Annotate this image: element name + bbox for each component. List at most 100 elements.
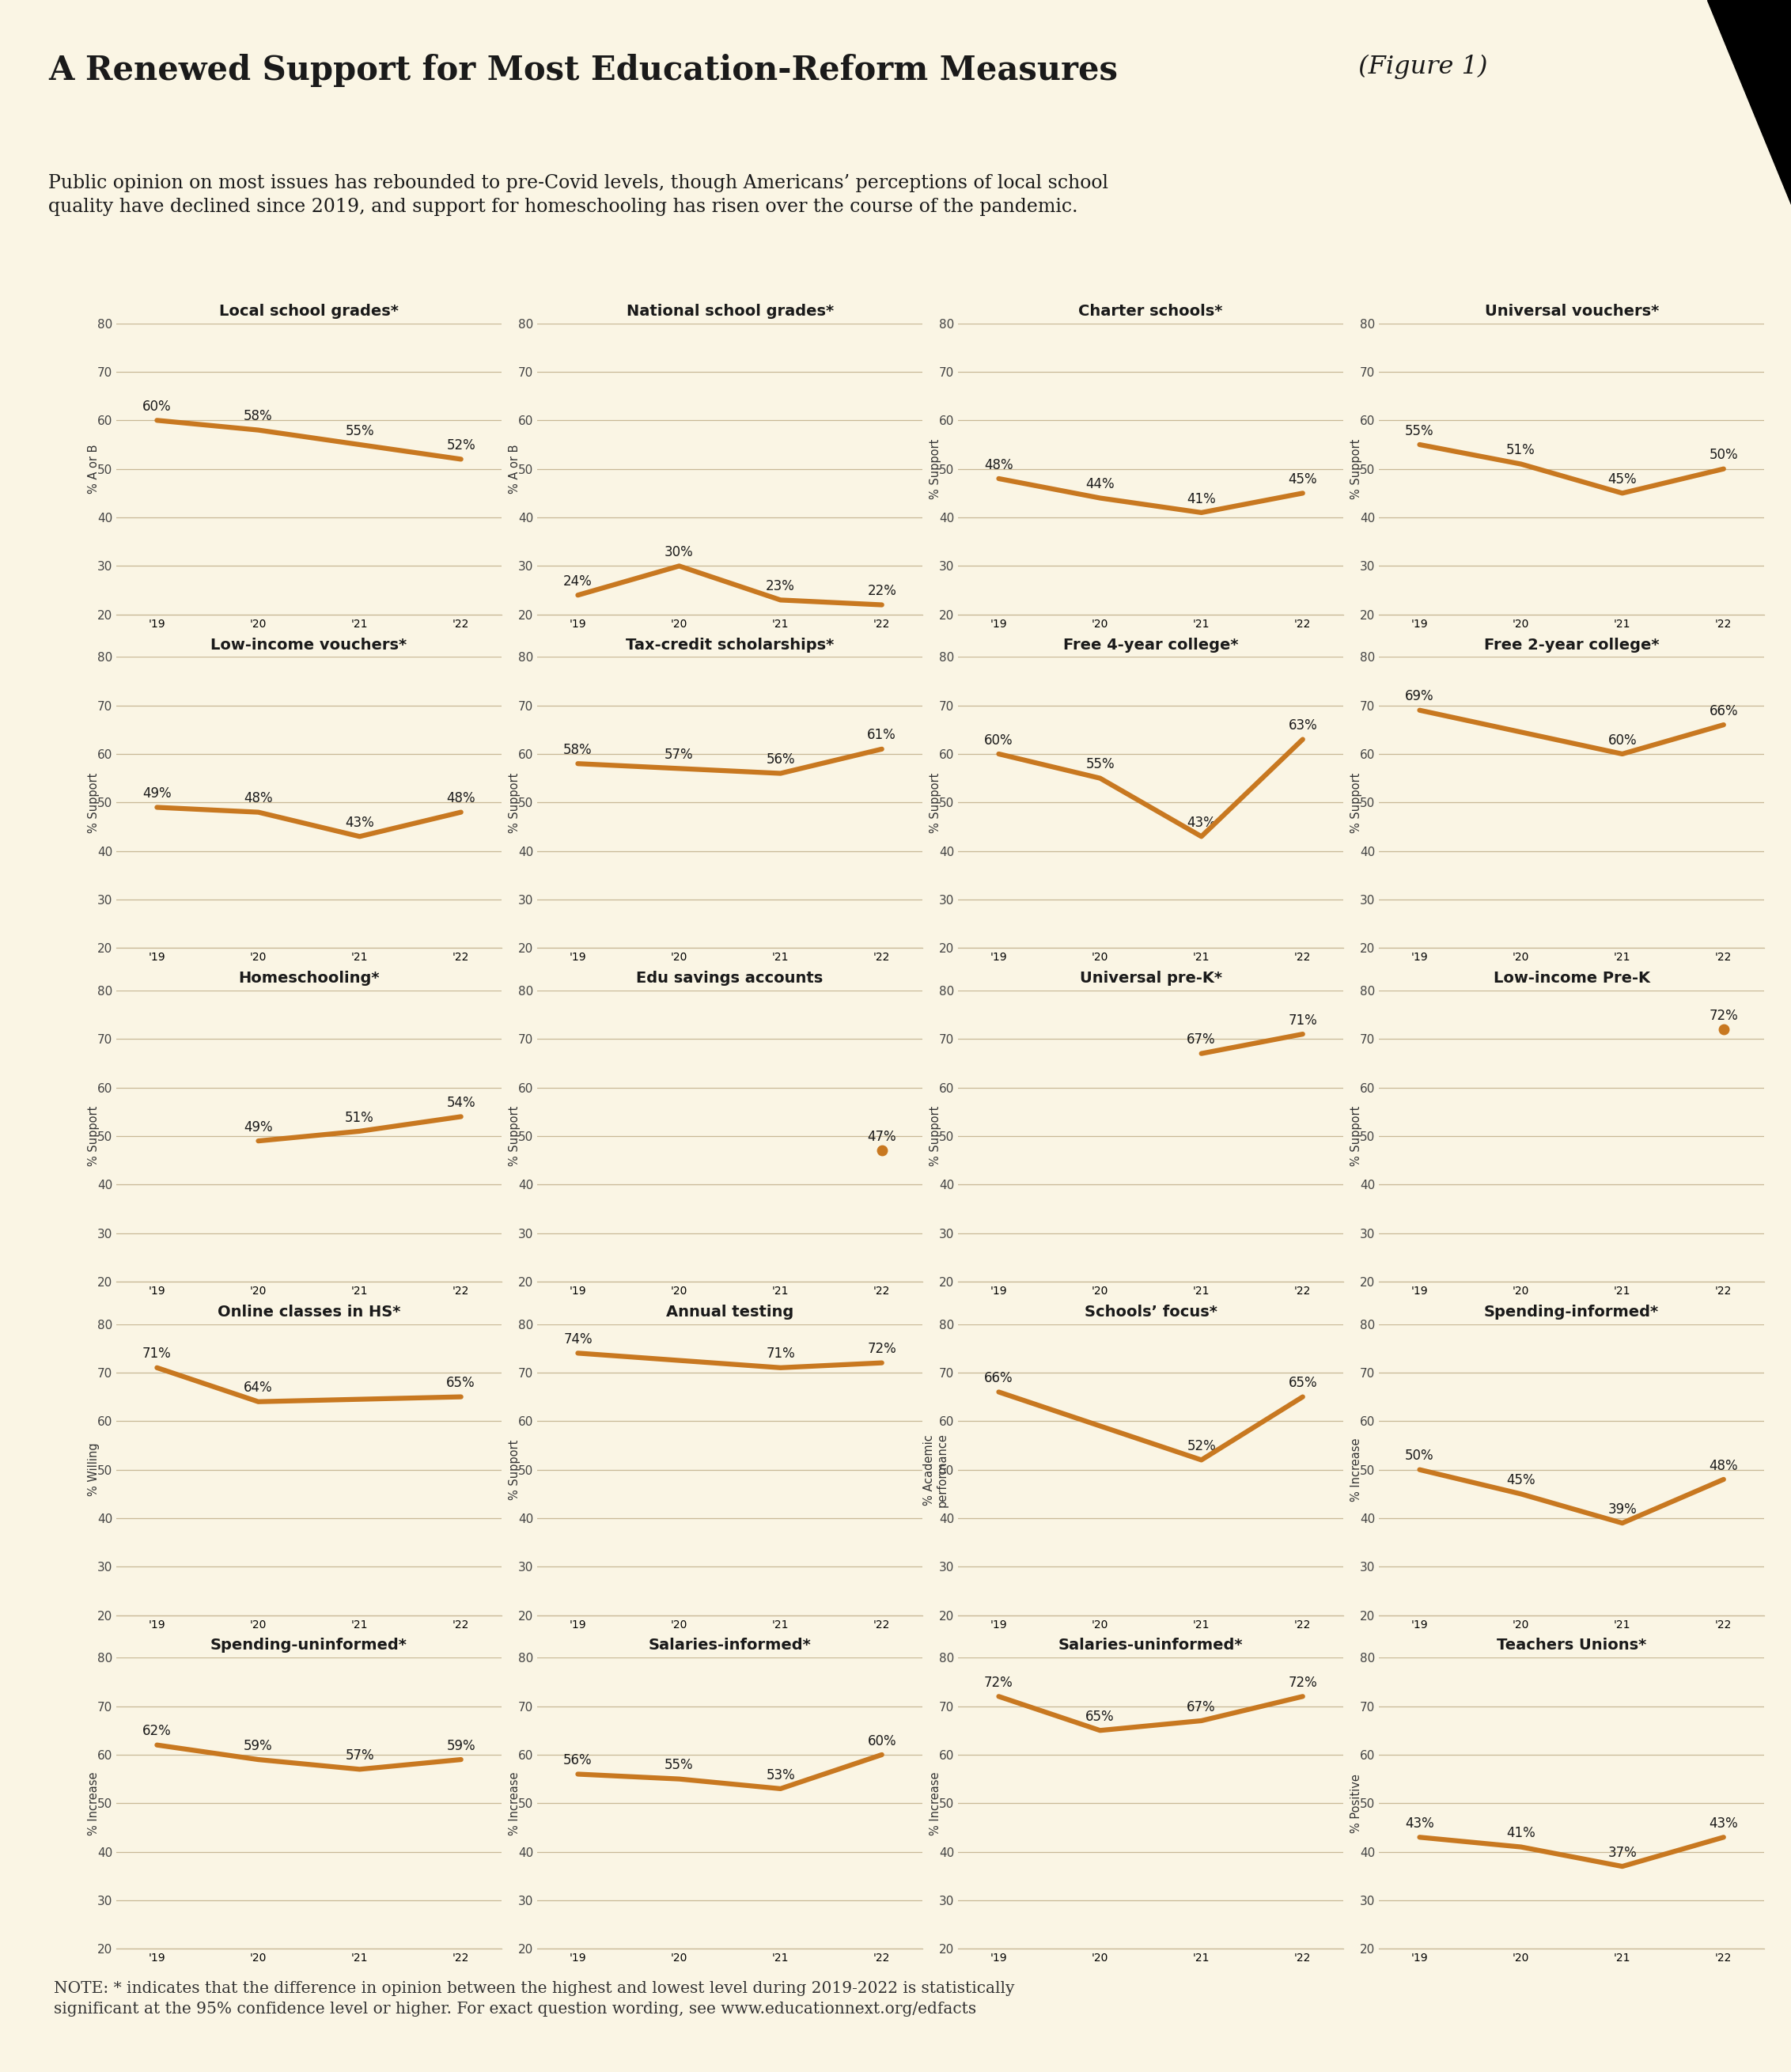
Title: Schools’ focus*: Schools’ focus* [1084, 1305, 1218, 1320]
Title: Free 4-year college*: Free 4-year college* [1064, 638, 1238, 653]
Text: 43%: 43% [1187, 816, 1216, 831]
Text: 45%: 45% [1288, 472, 1316, 487]
Title: Teachers Unions*: Teachers Unions* [1497, 1639, 1646, 1653]
Y-axis label: % Support: % Support [88, 773, 100, 833]
Text: 50%: 50% [1406, 1448, 1435, 1463]
Y-axis label: % Support: % Support [1350, 439, 1363, 499]
Text: 55%: 55% [664, 1759, 693, 1772]
Text: 65%: 65% [1288, 1376, 1316, 1390]
Title: Charter schools*: Charter schools* [1078, 305, 1223, 319]
Y-axis label: % Support: % Support [88, 1106, 100, 1167]
Text: (Figure 1): (Figure 1) [1350, 54, 1488, 79]
Text: 44%: 44% [1085, 477, 1114, 491]
Y-axis label: % Positive: % Positive [1350, 1774, 1363, 1834]
Y-axis label: % Increase: % Increase [509, 1772, 521, 1836]
Text: 55%: 55% [1085, 758, 1114, 771]
Title: Homeschooling*: Homeschooling* [238, 972, 380, 986]
Y-axis label: % A or B: % A or B [88, 443, 100, 493]
Text: 24%: 24% [564, 574, 593, 588]
Title: Low-income Pre-K: Low-income Pre-K [1494, 972, 1650, 986]
Text: 30%: 30% [664, 545, 693, 559]
Title: Spending-informed*: Spending-informed* [1485, 1305, 1658, 1320]
Y-axis label: % Support: % Support [930, 1106, 942, 1167]
Text: 51%: 51% [1506, 443, 1535, 458]
Text: NOTE: * indicates that the difference in opinion between the highest and lowest : NOTE: * indicates that the difference in… [54, 1981, 1014, 2016]
Text: 52%: 52% [1187, 1440, 1216, 1452]
Text: 43%: 43% [1709, 1817, 1737, 1832]
Text: 72%: 72% [1709, 1009, 1737, 1024]
Y-axis label: % Academic
performance: % Academic performance [922, 1432, 949, 1506]
Text: 51%: 51% [346, 1111, 374, 1125]
Text: 23%: 23% [767, 580, 795, 593]
Y-axis label: % Support: % Support [509, 773, 521, 833]
Text: 64%: 64% [244, 1380, 272, 1394]
Text: 49%: 49% [143, 787, 172, 800]
Text: 67%: 67% [1187, 1032, 1216, 1046]
Text: 59%: 59% [244, 1738, 272, 1753]
Text: 58%: 58% [564, 742, 593, 756]
Text: 57%: 57% [664, 748, 693, 762]
Text: 37%: 37% [1608, 1846, 1637, 1861]
Text: 53%: 53% [767, 1767, 795, 1782]
Y-axis label: % Support: % Support [509, 1440, 521, 1500]
Y-axis label: % Increase: % Increase [88, 1772, 100, 1836]
Text: 57%: 57% [346, 1749, 374, 1763]
Text: 72%: 72% [1288, 1676, 1316, 1691]
Y-axis label: % Increase: % Increase [930, 1772, 942, 1836]
Title: Universal pre-K*: Universal pre-K* [1080, 972, 1221, 986]
Text: 74%: 74% [564, 1332, 593, 1347]
Text: 41%: 41% [1506, 1825, 1535, 1840]
Text: 72%: 72% [985, 1676, 1014, 1691]
Text: 41%: 41% [1187, 491, 1216, 506]
Text: 72%: 72% [867, 1343, 896, 1357]
Text: 71%: 71% [143, 1347, 172, 1361]
Text: 48%: 48% [985, 458, 1014, 472]
Title: Free 2-year college*: Free 2-year college* [1485, 638, 1658, 653]
Y-axis label: % Support: % Support [1350, 773, 1363, 833]
Text: 52%: 52% [446, 439, 475, 452]
Text: 39%: 39% [1608, 1502, 1637, 1517]
Text: 43%: 43% [346, 816, 374, 831]
Text: 60%: 60% [143, 400, 172, 414]
Title: Annual testing: Annual testing [666, 1305, 793, 1320]
Y-axis label: % Support: % Support [930, 439, 942, 499]
Text: 43%: 43% [1406, 1817, 1435, 1832]
Text: 54%: 54% [446, 1096, 475, 1111]
Y-axis label: % Support: % Support [930, 773, 942, 833]
Text: 62%: 62% [143, 1724, 172, 1738]
Text: 71%: 71% [767, 1347, 795, 1361]
Text: 55%: 55% [346, 425, 374, 437]
Y-axis label: % Support: % Support [1350, 1106, 1363, 1167]
Y-axis label: % Willing: % Willing [88, 1442, 100, 1496]
Title: Salaries-uninformed*: Salaries-uninformed* [1058, 1639, 1243, 1653]
Title: Salaries-informed*: Salaries-informed* [648, 1639, 811, 1653]
Text: 55%: 55% [1406, 425, 1435, 437]
Text: 60%: 60% [985, 733, 1014, 748]
Text: 63%: 63% [1288, 719, 1316, 733]
Text: 49%: 49% [244, 1121, 272, 1133]
Text: 65%: 65% [446, 1376, 475, 1390]
Title: National school grades*: National school grades* [627, 305, 833, 319]
Title: Universal vouchers*: Universal vouchers* [1485, 305, 1658, 319]
Text: 48%: 48% [244, 792, 272, 806]
Text: 65%: 65% [1085, 1709, 1114, 1724]
Text: A Renewed Support for Most Education-Reform Measures: A Renewed Support for Most Education-Ref… [48, 54, 1118, 87]
Text: 71%: 71% [1288, 1013, 1316, 1028]
Title: Tax-credit scholarships*: Tax-credit scholarships* [625, 638, 835, 653]
Y-axis label: % A or B: % A or B [509, 443, 521, 493]
Y-axis label: % Increase: % Increase [1350, 1438, 1363, 1502]
Text: 48%: 48% [446, 792, 475, 806]
Title: Local school grades*: Local school grades* [219, 305, 399, 319]
Text: 47%: 47% [867, 1129, 896, 1144]
Text: 59%: 59% [446, 1738, 475, 1753]
Title: Edu savings accounts: Edu savings accounts [636, 972, 824, 986]
Text: 50%: 50% [1709, 448, 1737, 462]
Title: Online classes in HS*: Online classes in HS* [217, 1305, 401, 1320]
Polygon shape [1707, 0, 1791, 205]
Text: 66%: 66% [985, 1372, 1014, 1386]
Text: 56%: 56% [564, 1753, 593, 1767]
Text: 69%: 69% [1406, 690, 1435, 704]
Text: 61%: 61% [867, 727, 896, 742]
Text: 45%: 45% [1506, 1473, 1535, 1488]
Text: 66%: 66% [1709, 704, 1737, 719]
